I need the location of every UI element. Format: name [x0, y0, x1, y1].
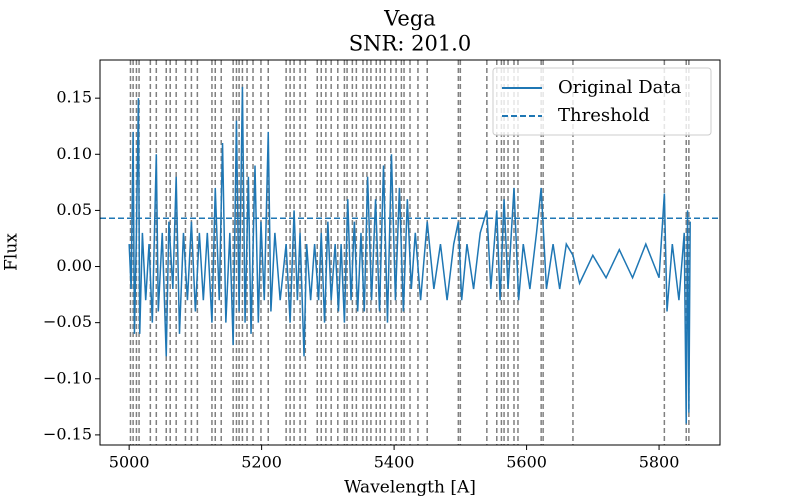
y-tick-label: 0.10 [56, 144, 92, 163]
y-tick-label: −0.05 [43, 312, 92, 331]
y-tick-label: −0.10 [43, 368, 92, 387]
legend-label: Threshold [558, 105, 650, 126]
data-line [128, 86, 691, 424]
y-tick-label: 0.05 [56, 200, 92, 219]
x-tick-label: 5400 [374, 453, 415, 472]
legend-label: Original Data [558, 77, 682, 98]
y-tick-label: −0.15 [43, 424, 92, 443]
chart-title: Vega [383, 7, 436, 31]
y-tick-label: 0.15 [56, 88, 92, 107]
x-tick-label: 5200 [241, 453, 282, 472]
y-tick-label: 0.00 [56, 256, 92, 275]
x-tick-label: 5600 [506, 453, 547, 472]
chart-subtitle: SNR: 201.0 [349, 32, 471, 56]
legend: Original Data Threshold [492, 67, 712, 136]
plot-frame [99, 59, 721, 446]
axes: 5000 5200 5400 5600 5800 −0.15 −0.10 −0.05 0.00 0… [43, 88, 679, 472]
x-axis-label: Wavelength [A] [344, 478, 476, 498]
x-tick-label: 5800 [639, 453, 680, 472]
y-axis-label: Flux [2, 233, 22, 271]
legend-box [492, 67, 712, 136]
x-tick-label: 5000 [109, 453, 150, 472]
